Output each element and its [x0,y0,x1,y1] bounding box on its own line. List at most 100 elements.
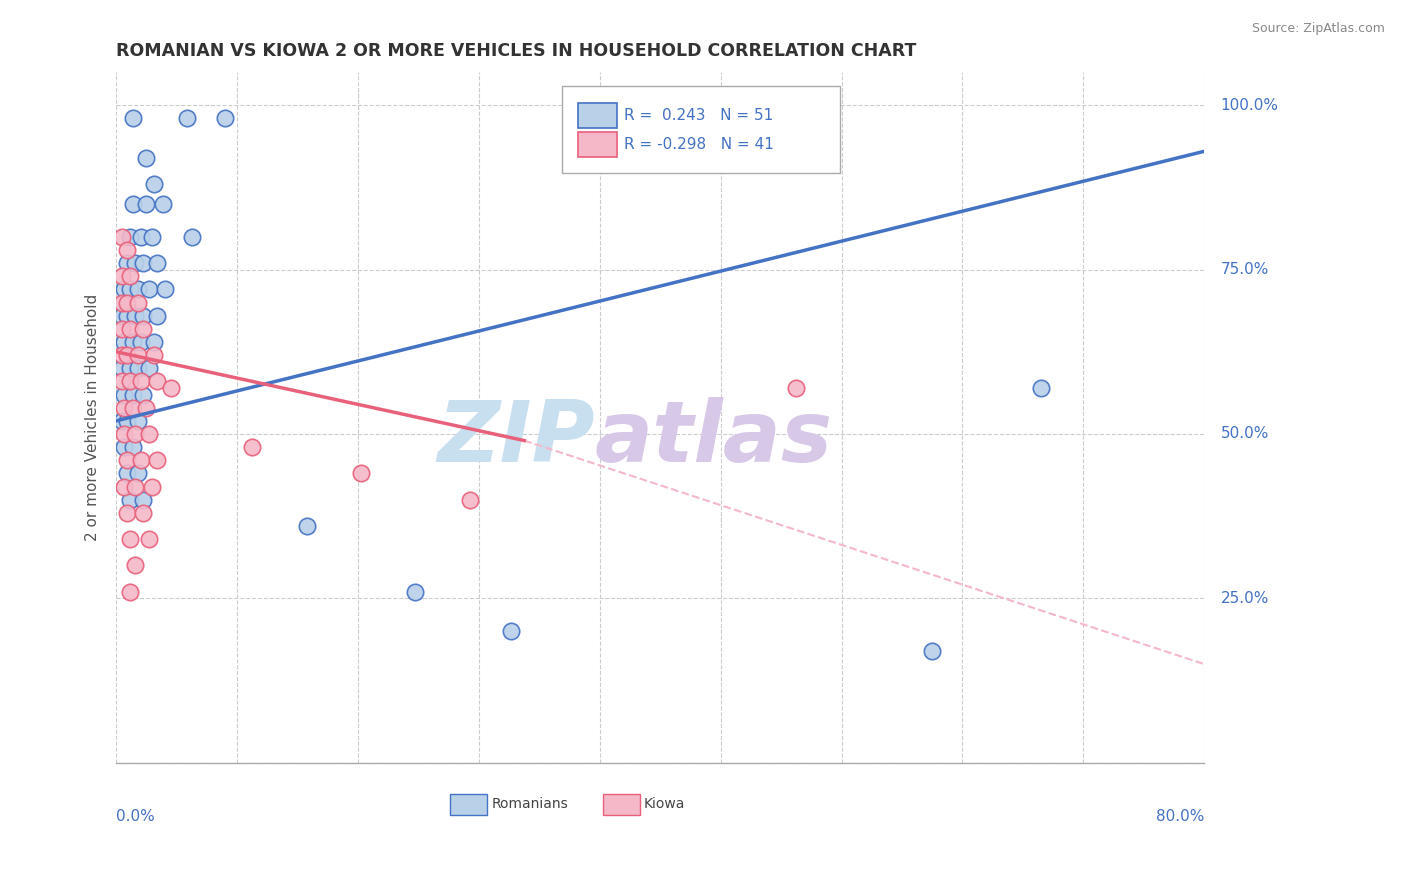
Point [111,348,134,362]
Text: Source: ZipAtlas.com: Source: ZipAtlas.com [1251,22,1385,36]
Point [143,348,166,362]
Text: Romanians: Romanians [492,797,568,811]
Point [118,229,141,244]
Point [135,197,157,211]
Point [146,375,169,389]
Point [114,479,136,493]
Point [404,584,426,599]
Point [350,467,373,481]
Point [127,348,149,362]
Point [138,361,160,376]
Point [127,414,149,428]
Text: ZIP: ZIP [437,397,595,480]
Text: atlas: atlas [595,397,834,480]
Point [118,532,141,546]
Point [129,334,152,349]
Text: 50.0%: 50.0% [1220,426,1268,442]
Text: 75.0%: 75.0% [1220,262,1268,277]
Point [115,256,138,270]
Text: ROMANIAN VS KIOWA 2 OR MORE VEHICLES IN HOUSEHOLD CORRELATION CHART: ROMANIAN VS KIOWA 2 OR MORE VEHICLES IN … [117,42,917,60]
Point [132,256,155,270]
Point [499,624,522,639]
Point [118,322,141,336]
Point [121,440,143,454]
Point [115,453,138,467]
Point [138,532,160,546]
Point [146,453,169,467]
Point [129,229,152,244]
Point [111,229,134,244]
Text: R =  0.243   N = 51: R = 0.243 N = 51 [624,108,773,123]
Text: Kiowa: Kiowa [644,797,685,811]
Point [114,440,136,454]
Point [115,309,138,323]
Point [118,492,141,507]
Point [118,361,141,376]
Point [240,440,263,454]
Text: 25.0%: 25.0% [1220,591,1268,606]
Point [295,519,318,533]
Point [132,492,155,507]
Point [135,401,157,415]
Point [155,282,177,296]
Point [127,295,149,310]
Point [118,584,141,599]
FancyBboxPatch shape [578,132,617,157]
Point [121,112,143,126]
Point [141,479,163,493]
Point [115,414,138,428]
FancyBboxPatch shape [450,794,488,815]
Point [111,361,134,376]
FancyBboxPatch shape [603,794,640,815]
Point [115,506,138,520]
Point [111,295,134,310]
Point [114,387,136,401]
Text: 80.0%: 80.0% [1156,809,1204,823]
Point [124,427,146,442]
Point [111,322,134,336]
Y-axis label: 2 or more Vehicles in Household: 2 or more Vehicles in Household [86,294,100,541]
Point [127,467,149,481]
Point [146,309,169,323]
Point [458,492,481,507]
FancyBboxPatch shape [562,87,839,172]
Point [115,243,138,257]
Point [138,282,160,296]
Point [921,644,943,658]
Point [132,309,155,323]
Point [114,427,136,442]
Point [127,361,149,376]
Point [118,269,141,284]
Point [118,282,141,296]
Point [111,309,134,323]
Point [124,309,146,323]
FancyBboxPatch shape [578,103,617,128]
Point [121,387,143,401]
Point [124,256,146,270]
Point [124,558,146,573]
Point [143,177,166,191]
Point [111,269,134,284]
Point [118,375,141,389]
Point [129,453,152,467]
Point [114,401,136,415]
Point [152,197,174,211]
Point [115,295,138,310]
Point [138,427,160,442]
Point [146,256,169,270]
Point [132,387,155,401]
Point [132,506,155,520]
Point [141,229,163,244]
Point [129,375,152,389]
Point [143,334,166,349]
Point [176,112,198,126]
Point [1029,381,1052,395]
Point [127,282,149,296]
Point [114,282,136,296]
Point [115,348,138,362]
Point [124,479,146,493]
Point [785,381,807,395]
Text: 100.0%: 100.0% [1220,98,1278,112]
Point [114,334,136,349]
Point [135,151,157,165]
